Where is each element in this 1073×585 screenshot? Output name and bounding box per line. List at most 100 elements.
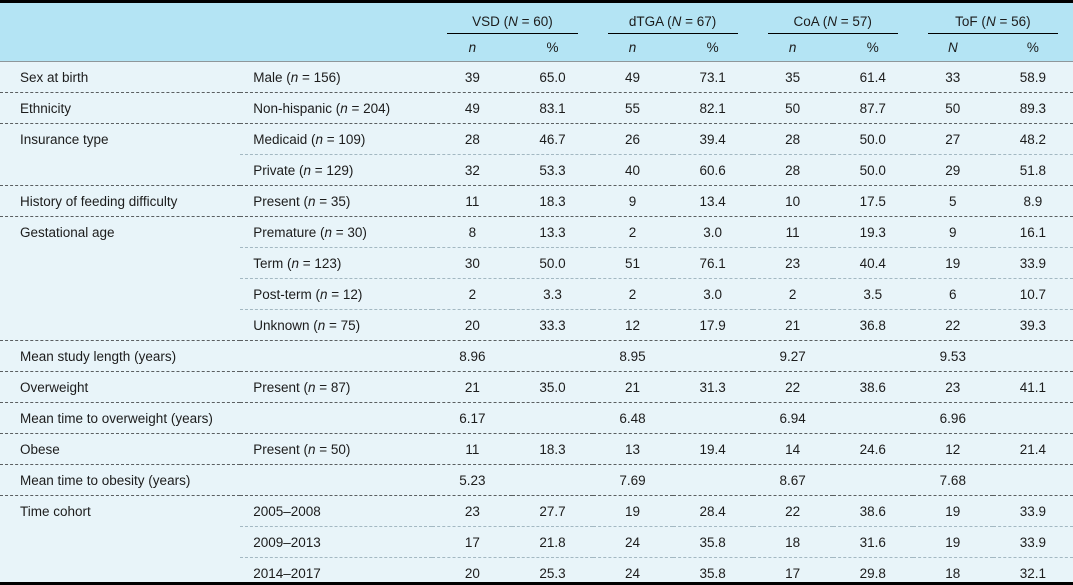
value-cell: 17 <box>752 557 833 582</box>
category-cell: Insurance type <box>0 123 241 155</box>
subheader-blank-cell <box>0 34 433 62</box>
value-cell: 24 <box>592 526 673 558</box>
value-cell: 49 <box>432 92 513 124</box>
category-cell: Overweight <box>0 371 241 403</box>
value-cell <box>512 340 593 372</box>
value-cell: 31.6 <box>832 526 913 558</box>
value-cell: 73.1 <box>699 69 726 85</box>
category-cell: Time cohort <box>0 495 241 527</box>
category-cell: History of feeding difficulty <box>0 185 241 217</box>
value-cell: 60.6 <box>672 154 753 186</box>
value-cell: 16.1 <box>992 216 1073 248</box>
value-cell <box>672 402 753 434</box>
table-row: Mean study length (years) 8.96 8.95 9.27 9.5… <box>0 340 1073 372</box>
subcategory-cell <box>240 340 433 372</box>
value-cell: 8.96 <box>432 340 513 372</box>
value-cell <box>672 340 753 372</box>
value-cell: 21 <box>592 371 673 403</box>
table-row: Unknown (n = 75) 20 33.3 12 17.9 21 36.8 22 39.3 <box>0 309 1073 341</box>
category-cell <box>0 558 240 583</box>
value-cell: 53.3 <box>512 154 593 186</box>
subcategory-cell: Present (n = 50) <box>240 433 433 465</box>
value-cell: 46.7 <box>512 123 593 155</box>
value-cell: 51.8 <box>992 154 1073 186</box>
category-cell <box>0 310 240 341</box>
value-cell: 3.0 <box>672 216 753 248</box>
table-row: 2009–2013 17 21.8 24 35.8 18 31.6 19 33.9 <box>0 526 1073 558</box>
value-cell: 18.3 <box>512 433 593 465</box>
value-cell: 27 <box>912 123 993 155</box>
table-row: 2014–2017 20 25.3 24 35.8 17 29.8 18 32.1 <box>0 557 1073 583</box>
value-cell: 6 <box>912 278 993 310</box>
group-header-3: ToF (N = 56) <box>912 3 1073 34</box>
value-cell: 87.7 <box>832 92 913 124</box>
value-cell: 39 <box>464 69 480 85</box>
value-cell: 2 <box>432 278 513 310</box>
category-cell: Gestational age <box>0 216 241 248</box>
percent-column-header: % <box>672 34 753 62</box>
value-cell: 6.17 <box>432 402 513 434</box>
group-header-row: VSD (N = 60) dTGA (N = 67) CoA (N = 57) ToF… <box>0 3 1073 34</box>
value-cell <box>992 402 1073 434</box>
subcategory-cell: Medicaid (n = 109) <box>240 123 433 155</box>
value-cell: 30 <box>432 247 513 279</box>
value-cell: 18 <box>752 526 833 558</box>
subcategory-cell: Present (n = 87) <box>240 371 433 403</box>
value-cell: 12 <box>912 433 993 465</box>
table-row: Insurance type Medicaid (n = 109) 28 46.7 26… <box>0 123 1073 155</box>
subcategory-cell: Post-term (n = 12) <box>240 278 433 310</box>
table-row: Mean time to obesity (years) 5.23 7.69 8.67… <box>0 464 1073 496</box>
value-cell: 82.1 <box>672 92 753 124</box>
value-cell: 18 <box>912 557 993 582</box>
value-cell: 22 <box>752 371 833 403</box>
category-cell: Mean time to overweight (years) <box>0 402 241 434</box>
value-cell: 39.3 <box>992 309 1073 341</box>
value-cell: 49 <box>625 69 641 85</box>
value-cell: 50 <box>912 92 993 124</box>
category-cell: Sex at birth <box>20 69 89 85</box>
value-cell: 8.95 <box>592 340 673 372</box>
subcategory-cell: Present (n = 35) <box>240 185 433 217</box>
value-cell <box>832 464 913 496</box>
percent-column-header: % <box>512 34 593 62</box>
value-cell: 33 <box>945 69 961 85</box>
value-cell: 9.53 <box>912 340 993 372</box>
value-cell: 35 <box>785 69 801 85</box>
value-cell <box>832 402 913 434</box>
value-cell: 39.4 <box>672 123 753 155</box>
subcategory-cell <box>240 464 433 496</box>
value-cell: 83.1 <box>512 92 593 124</box>
value-cell: 7.68 <box>912 464 993 496</box>
value-cell: 89.3 <box>992 92 1073 124</box>
count-column-header: n <box>592 34 673 62</box>
value-cell <box>992 464 1073 496</box>
subcategory-cell: Term (n = 123) <box>240 247 433 279</box>
category-cell: Mean study length (years) <box>0 340 241 372</box>
category-cell <box>0 248 240 279</box>
percent-column-header: % <box>832 34 913 62</box>
value-cell <box>512 402 593 434</box>
value-cell: 61.4 <box>859 69 886 85</box>
value-cell: 24.6 <box>832 433 913 465</box>
value-cell: 35.8 <box>672 526 753 558</box>
value-cell: 13.3 <box>512 216 593 248</box>
category-cell <box>0 155 240 186</box>
group-title: CoA (N = 57) <box>793 14 872 29</box>
value-cell: 9.27 <box>752 340 833 372</box>
value-cell: 21 <box>432 371 513 403</box>
value-cell: 28 <box>432 123 513 155</box>
value-cell: 32 <box>432 154 513 186</box>
group-title: VSD (N = 60) <box>472 14 553 29</box>
value-cell: 35.0 <box>512 371 593 403</box>
subcategory-cell: Non-hispanic (n = 204) <box>240 92 433 124</box>
value-cell: 33.3 <box>512 309 593 341</box>
count-column-header: N <box>912 34 993 62</box>
value-cell: 40 <box>592 154 673 186</box>
value-cell: 19.3 <box>832 216 913 248</box>
value-cell: 2 <box>752 278 833 310</box>
value-cell: 50.0 <box>832 123 913 155</box>
table-row: Private (n = 129) 32 53.3 40 60.6 28 50.0 29 51.… <box>0 154 1073 186</box>
group-header-1: dTGA (N = 67) <box>592 3 753 34</box>
subcategory-cell: Private (n = 129) <box>240 154 433 186</box>
